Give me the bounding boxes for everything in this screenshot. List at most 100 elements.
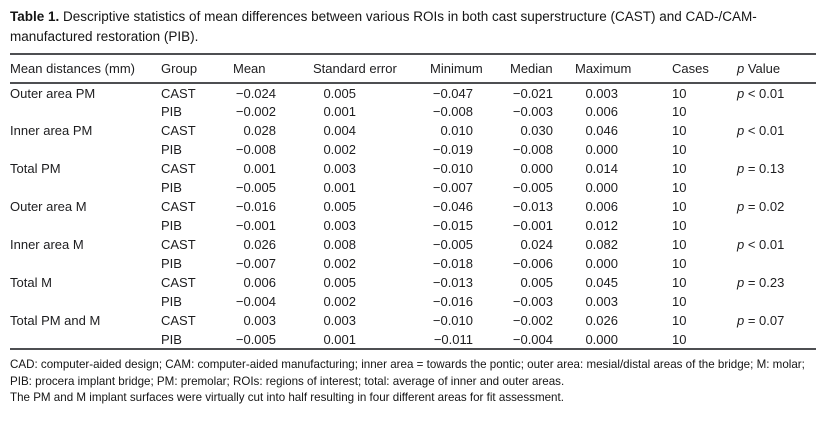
maximum-cell: 0.000	[585, 256, 618, 271]
col-header-maximum: Maximum	[575, 54, 672, 84]
cases-cell: 10	[672, 199, 687, 214]
minimum-cell: −0.011	[433, 331, 473, 347]
p-value-cell: p < 0.01	[737, 237, 785, 252]
group-cell: CAST	[161, 123, 196, 138]
p-value-cell: p = 0.23	[737, 275, 785, 290]
se-cell: 0.005	[323, 85, 356, 101]
se-cell: 0.003	[323, 313, 356, 328]
maximum-cell: 0.046	[585, 123, 618, 138]
mean-cell: −0.002	[235, 104, 276, 119]
p-value-cell: p = 0.02	[737, 199, 785, 214]
maximum-cell: 0.000	[585, 180, 618, 195]
cases-cell: 10	[672, 256, 687, 271]
cases-cell: 10	[672, 104, 687, 119]
p-value-cell	[737, 216, 816, 235]
cases-cell: 10	[672, 313, 687, 328]
group-cell: PIB	[161, 256, 182, 271]
roi-cell: Outer area PM	[10, 85, 96, 101]
minimum-cell: −0.015	[432, 218, 473, 233]
roi-cell	[10, 140, 161, 159]
stats-table: Mean distances (mm) Group Mean Standard …	[10, 53, 816, 350]
cases-cell: 10	[672, 142, 687, 157]
roi-cell: Outer area M	[10, 199, 87, 214]
cases-cell: 10	[672, 218, 687, 233]
minimum-cell: −0.007	[432, 180, 473, 195]
mean-cell: 0.006	[243, 275, 276, 290]
roi-cell: Total PM	[10, 161, 61, 176]
se-cell: 0.001	[323, 180, 356, 195]
cases-cell: 10	[672, 180, 687, 195]
group-cell: CAST	[161, 237, 196, 252]
se-cell: 0.005	[323, 199, 356, 214]
minimum-cell: −0.013	[432, 275, 473, 290]
p-value-cell: p < 0.01	[737, 123, 785, 138]
p-value-cell	[737, 178, 816, 197]
footnote-abbreviations: CAD: computer-aided design; CAM: compute…	[10, 358, 805, 388]
cases-cell: 10	[672, 331, 687, 347]
col-header-standard-error: Standard error	[313, 54, 430, 84]
p-value-cell: p = 0.13	[737, 161, 785, 176]
col-header-p-value: p Value	[737, 54, 816, 84]
median-cell: −0.002	[512, 313, 553, 328]
mean-cell: −0.007	[235, 256, 276, 271]
roi-cell	[10, 102, 161, 121]
table-row: PIB −0.008 0.002 −0.019 −0.008 0.000 10	[10, 140, 816, 159]
table-header-row: Mean distances (mm) Group Mean Standard …	[10, 54, 816, 84]
minimum-cell: −0.010	[432, 313, 473, 328]
table-row: PIB −0.002 0.001 −0.008 −0.003 0.006 10	[10, 102, 816, 121]
group-cell: PIB	[161, 294, 182, 309]
se-cell: 0.001	[323, 104, 356, 119]
median-cell: −0.001	[512, 218, 553, 233]
table-row: Total M CAST 0.006 0.005 −0.013 0.005 0.045 10 p…	[10, 273, 816, 292]
mean-cell: 0.026	[243, 237, 276, 252]
median-cell: 0.005	[520, 275, 553, 290]
se-cell: 0.008	[323, 237, 356, 252]
se-cell: 0.002	[323, 256, 356, 271]
maximum-cell: 0.000	[585, 142, 618, 157]
col-header-mean-distances: Mean distances (mm)	[10, 54, 161, 84]
roi-cell: Inner area M	[10, 237, 84, 252]
se-cell: 0.002	[323, 294, 356, 309]
roi-cell	[10, 178, 161, 197]
se-cell: 0.004	[323, 123, 356, 138]
roi-cell	[10, 330, 161, 349]
minimum-cell: −0.010	[432, 161, 473, 176]
mean-cell: 0.028	[243, 123, 276, 138]
median-cell: 0.000	[520, 161, 553, 176]
minimum-cell: −0.047	[432, 85, 473, 101]
table-row: Inner area PM CAST 0.028 0.004 0.010 0.030 0.0…	[10, 121, 816, 140]
median-cell: 0.030	[520, 123, 553, 138]
table-row: PIB −0.005 0.001 −0.011 −0.004 0.000 10	[10, 330, 816, 349]
mean-cell: −0.008	[235, 142, 276, 157]
cases-cell: 10	[672, 237, 687, 252]
group-cell: PIB	[161, 180, 182, 195]
table-row: PIB −0.004 0.002 −0.016 −0.003 0.003 10	[10, 292, 816, 311]
table-header: Mean distances (mm) Group Mean Standard …	[10, 54, 816, 84]
maximum-cell: 0.006	[585, 199, 618, 214]
minimum-cell: −0.018	[432, 256, 473, 271]
median-cell: 0.024	[520, 237, 553, 252]
group-cell: CAST	[161, 313, 196, 328]
group-cell: PIB	[161, 142, 182, 157]
col-header-minimum: Minimum	[430, 54, 510, 84]
cases-cell: 10	[672, 294, 687, 309]
median-cell: −0.003	[512, 104, 553, 119]
col-header-group: Group	[161, 54, 233, 84]
group-cell: PIB	[161, 331, 182, 347]
table-row: Total PM CAST 0.001 0.003 −0.010 0.000 0.014 10…	[10, 159, 816, 178]
mean-cell: −0.005	[235, 180, 276, 195]
mean-cell: 0.003	[243, 313, 276, 328]
maximum-cell: 0.045	[585, 275, 618, 290]
footnote-method: The PM and M implant surfaces were virtu…	[10, 391, 564, 404]
mean-cell: −0.016	[235, 199, 276, 214]
roi-cell	[10, 254, 161, 273]
col-header-cases: Cases	[672, 54, 737, 84]
minimum-cell: −0.046	[432, 199, 473, 214]
group-cell: CAST	[161, 275, 196, 290]
roi-cell: Inner area PM	[10, 123, 93, 138]
group-cell: PIB	[161, 104, 182, 119]
p-value-cell	[737, 254, 816, 273]
mean-cell: −0.005	[235, 331, 276, 347]
roi-cell	[10, 216, 161, 235]
group-cell: CAST	[161, 199, 196, 214]
